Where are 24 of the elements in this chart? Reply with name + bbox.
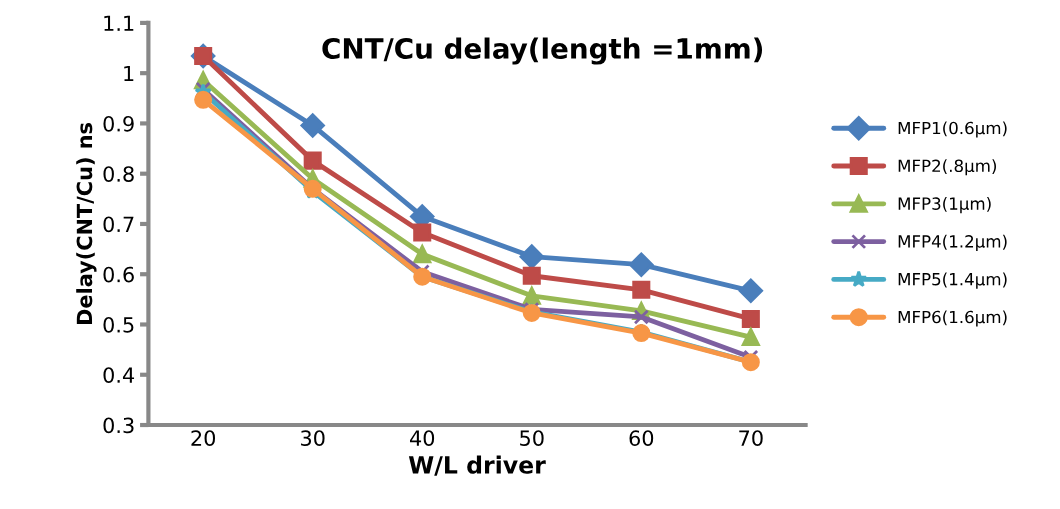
x-axis-title: W/L driver xyxy=(408,455,546,476)
legend-label: MFP1(0.6µm) xyxy=(898,121,1007,138)
legend-label: MFP5(1.4µm) xyxy=(898,272,1007,289)
y-tick-label: 0.7 xyxy=(103,216,134,233)
legend-label: MFP6(1.6µm) xyxy=(898,310,1007,327)
y-tick-label: 1 xyxy=(124,65,134,82)
legend-label: MFP2(.8µm) xyxy=(898,159,997,176)
y-tick-label: 0.6 xyxy=(103,266,134,283)
x-tick-label: 50 xyxy=(520,430,544,446)
legend-label: MFP3(1µm) xyxy=(898,197,991,214)
x-tick-label: 20 xyxy=(191,430,216,446)
x-tick-label: 30 xyxy=(301,430,325,446)
x-tick-label: 60 xyxy=(629,430,654,446)
x-tick-label: 40 xyxy=(410,430,435,446)
y-tick-label: 0.4 xyxy=(103,367,135,383)
x-tick-label: 70 xyxy=(739,430,763,446)
y-tick-label: 1.1 xyxy=(104,15,134,31)
text: CNT/Cu delay(length =1mm) xyxy=(322,37,763,65)
legend-label: MFP4(1.2µm) xyxy=(898,234,1007,251)
y-tick-label: 0.5 xyxy=(103,316,134,333)
y-tick-label: 0.8 xyxy=(103,166,134,182)
y-tick-label: 0.9 xyxy=(103,115,134,132)
y-axis-title: Delay(CNT/Cu) ns xyxy=(76,123,97,324)
y-tick-label: 0.3 xyxy=(103,417,134,434)
